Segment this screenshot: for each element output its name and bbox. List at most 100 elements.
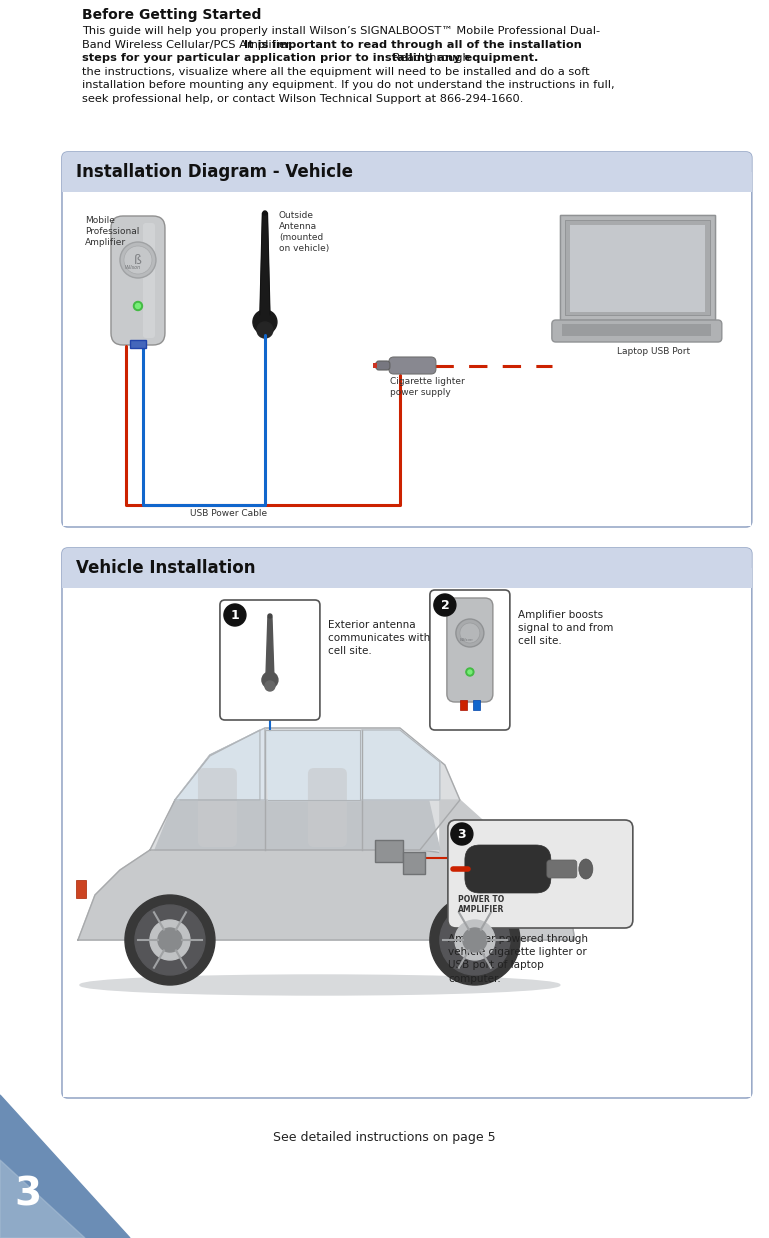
FancyBboxPatch shape	[389, 357, 436, 374]
Bar	[62, 172, 752, 192]
Circle shape	[262, 672, 278, 688]
Circle shape	[451, 823, 473, 846]
Ellipse shape	[80, 976, 560, 995]
Polygon shape	[175, 730, 260, 800]
Text: 1: 1	[231, 609, 239, 621]
Text: Wilson: Wilson	[460, 638, 474, 643]
Ellipse shape	[551, 877, 565, 884]
Text: the instructions, visualize where all the equipment will need to be installed an: the instructions, visualize where all th…	[82, 67, 590, 77]
Polygon shape	[362, 730, 440, 800]
Bar	[473, 699, 480, 711]
Text: Cigarette lighter
power supply: Cigarette lighter power supply	[390, 378, 464, 397]
Text: USB Power Cable: USB Power Cable	[190, 509, 267, 517]
Circle shape	[125, 895, 215, 985]
Bar	[76, 880, 86, 898]
FancyBboxPatch shape	[376, 361, 390, 370]
FancyBboxPatch shape	[552, 319, 722, 342]
Polygon shape	[155, 763, 440, 851]
Text: Amplifier powered through
vehicle cigarette lighter or
USB port of laptop
comput: Amplifier powered through vehicle cigare…	[448, 933, 588, 984]
Text: Mobile
Professional
Amplifier: Mobile Professional Amplifier	[85, 215, 139, 248]
Circle shape	[434, 594, 456, 617]
Circle shape	[463, 928, 487, 952]
Text: Laptop USB Port: Laptop USB Port	[618, 347, 691, 357]
FancyBboxPatch shape	[308, 768, 347, 847]
Circle shape	[135, 303, 141, 308]
Text: Before Getting Started: Before Getting Started	[82, 7, 261, 22]
Circle shape	[265, 681, 275, 691]
Text: POWER TO
AMPLIFIER: POWER TO AMPLIFIER	[458, 895, 504, 915]
Text: It is important to read through all of the installation: It is important to read through all of t…	[244, 40, 582, 50]
Bar	[130, 340, 146, 348]
Bar	[63, 192, 751, 526]
Text: seek professional help, or contact Wilson Technical Support at 866-294-1660.: seek professional help, or contact Wilso…	[82, 94, 524, 104]
Polygon shape	[0, 1094, 130, 1238]
Text: 2: 2	[441, 598, 449, 612]
Circle shape	[257, 322, 273, 338]
Polygon shape	[175, 728, 265, 800]
Circle shape	[460, 623, 480, 643]
Circle shape	[135, 905, 205, 976]
Bar	[565, 220, 710, 314]
Circle shape	[150, 920, 190, 959]
Text: This guide will help you properly install Wilson’s SIGNALBOOST™ Mobile Professio: This guide will help you properly instal…	[82, 26, 600, 36]
Polygon shape	[260, 213, 270, 314]
Text: Vehicle Installation: Vehicle Installation	[76, 560, 255, 577]
Text: Exterior antenna
communicates with
cell site.: Exterior antenna communicates with cell …	[328, 620, 430, 656]
Polygon shape	[266, 617, 274, 677]
Bar	[375, 841, 403, 862]
Circle shape	[456, 619, 484, 647]
Circle shape	[224, 604, 246, 626]
Circle shape	[430, 895, 520, 985]
FancyBboxPatch shape	[62, 152, 752, 192]
Circle shape	[134, 302, 142, 311]
Bar	[403, 852, 425, 874]
FancyBboxPatch shape	[465, 846, 551, 893]
Polygon shape	[265, 730, 360, 800]
Circle shape	[466, 669, 474, 676]
Bar	[63, 588, 751, 1097]
Circle shape	[124, 246, 152, 274]
Circle shape	[120, 241, 156, 279]
Text: Band Wireless Cellular/PCS Amplifier.: Band Wireless Cellular/PCS Amplifier.	[82, 40, 297, 50]
Ellipse shape	[579, 859, 593, 879]
Circle shape	[268, 614, 272, 618]
Text: installation before mounting any equipment. If you do not understand the instruc: installation before mounting any equipme…	[82, 80, 614, 90]
Polygon shape	[440, 800, 555, 860]
Circle shape	[468, 670, 472, 673]
Text: 3: 3	[458, 827, 466, 841]
Text: 3: 3	[15, 1176, 42, 1214]
Circle shape	[253, 310, 277, 334]
Bar	[562, 324, 711, 335]
FancyBboxPatch shape	[547, 860, 577, 878]
Text: Amplifier boosts
signal to and from
cell site.: Amplifier boosts signal to and from cell…	[518, 610, 613, 646]
Polygon shape	[0, 1160, 85, 1238]
Text: Installation Diagram - Vehicle: Installation Diagram - Vehicle	[76, 163, 353, 181]
Text: Outside
Antenna
(mounted
on vehicle): Outside Antenna (mounted on vehicle)	[279, 210, 329, 254]
Bar	[570, 225, 705, 312]
FancyBboxPatch shape	[447, 598, 493, 702]
Circle shape	[455, 920, 495, 959]
Bar	[460, 699, 467, 711]
Bar	[62, 568, 752, 588]
Text: steps for your particular application prior to installing any equipment.: steps for your particular application pr…	[82, 53, 538, 63]
FancyBboxPatch shape	[62, 548, 752, 588]
Polygon shape	[78, 841, 575, 940]
Bar	[373, 363, 377, 368]
Bar	[560, 215, 715, 319]
FancyBboxPatch shape	[143, 223, 155, 338]
FancyBboxPatch shape	[220, 600, 320, 721]
FancyBboxPatch shape	[430, 591, 510, 730]
Circle shape	[263, 210, 267, 215]
Text: Wilson: Wilson	[125, 265, 141, 270]
FancyBboxPatch shape	[198, 768, 237, 847]
Circle shape	[440, 905, 510, 976]
Polygon shape	[560, 215, 715, 319]
FancyBboxPatch shape	[111, 215, 165, 345]
FancyBboxPatch shape	[448, 820, 633, 928]
Text: See detailed instructions on page 5: See detailed instructions on page 5	[272, 1132, 495, 1144]
Text: Read through: Read through	[389, 53, 470, 63]
Circle shape	[158, 928, 182, 952]
Ellipse shape	[549, 875, 567, 885]
Polygon shape	[150, 728, 460, 851]
FancyBboxPatch shape	[62, 548, 752, 1098]
